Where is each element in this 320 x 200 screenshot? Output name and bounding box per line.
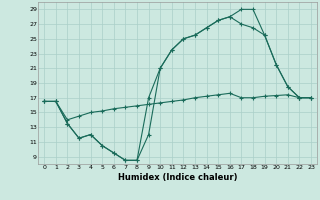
X-axis label: Humidex (Indice chaleur): Humidex (Indice chaleur) bbox=[118, 173, 237, 182]
